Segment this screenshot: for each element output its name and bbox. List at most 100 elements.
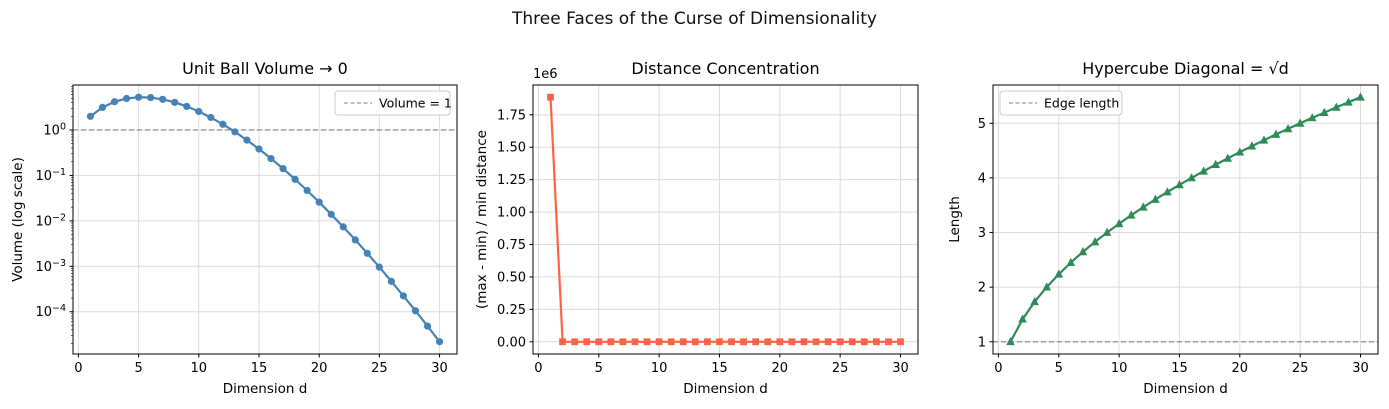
subplot-hypercube-diagonal: 0 5 10 15 20 25 30 1 2 3 4 5 Hypercube Diagonal = √d…	[947, 59, 1379, 397]
series-line	[1009, 96, 1362, 343]
y-tick-label: 10−1	[35, 167, 66, 184]
triangle-marker	[1235, 147, 1245, 156]
y-tick-label: 1.25	[497, 173, 526, 188]
x-tick-label: 15	[711, 361, 728, 376]
triangle-marker	[1078, 247, 1088, 256]
y-tick-label: 2	[978, 281, 986, 296]
square-marker	[728, 338, 735, 346]
x-tick-label: 30	[431, 361, 448, 376]
triangle-marker	[1126, 210, 1136, 219]
triangle-marker	[1295, 118, 1305, 127]
x-tick-label: 30	[1352, 361, 1369, 376]
x-tick-label: 25	[832, 361, 849, 376]
circle-marker	[122, 94, 131, 103]
square-marker	[547, 93, 554, 101]
x-tick-label: 5	[595, 361, 603, 376]
y-tick-label: 1.75	[497, 108, 526, 123]
circle-marker	[171, 98, 179, 106]
y-tick-label: 1.00	[497, 206, 526, 221]
triangle-marker	[1187, 173, 1196, 182]
legend-label: Edge length	[1044, 96, 1119, 111]
circle-marker	[98, 103, 107, 111]
circle-marker	[339, 223, 347, 231]
square-marker	[788, 338, 796, 346]
circle-marker	[147, 93, 155, 102]
series-line	[89, 96, 441, 343]
x-tick-label: 0	[994, 361, 1002, 376]
triangle-marker	[1344, 97, 1353, 106]
square-marker	[716, 338, 723, 346]
y-tick-label: 0.75	[497, 238, 526, 253]
square-marker	[619, 338, 627, 346]
circle-marker	[375, 263, 383, 271]
circle-marker	[399, 292, 408, 300]
triangle-marker	[1030, 296, 1039, 306]
y-axis-label: Length	[947, 196, 963, 243]
subplot-unit-ball-volume: 0 5 10 15 20 25 30 100 10−1 10−2 10−3 10−4 Unit Ball…	[10, 59, 458, 397]
triangle-marker	[1138, 202, 1148, 211]
square-marker	[824, 338, 832, 346]
x-tick-label: 15	[251, 361, 268, 376]
square-marker	[691, 338, 699, 346]
circle-marker	[110, 98, 119, 106]
x-tick-label: 25	[371, 361, 388, 376]
triangle-marker	[1163, 187, 1172, 196]
x-tick-label: 10	[1111, 361, 1128, 376]
triangle-marker	[1199, 166, 1208, 175]
circle-marker	[291, 175, 299, 183]
triangle-marker	[1175, 180, 1184, 189]
x-axis-label: Dimension d	[1143, 381, 1228, 397]
triangle-marker	[1151, 194, 1160, 203]
square-marker	[776, 338, 784, 346]
triangle-marker	[1247, 141, 1257, 150]
circle-marker	[219, 120, 227, 128]
x-tick-label: 0	[74, 361, 82, 376]
y-tick-label: 3	[978, 226, 986, 241]
circle-marker	[315, 198, 323, 206]
x-tick-label: 5	[134, 361, 142, 376]
square-marker	[667, 338, 675, 346]
y-axis-label: Volume (log scale)	[10, 157, 26, 282]
figure-title: Three Faces of the Curse of Dimensionali…	[512, 9, 877, 29]
triangle-marker	[1018, 314, 1027, 323]
circle-marker	[159, 95, 167, 103]
circle-marker	[231, 128, 239, 136]
triangle-marker	[1211, 159, 1220, 169]
triangle-marker	[1006, 336, 1015, 346]
series-line	[549, 96, 902, 343]
square-marker	[764, 338, 772, 346]
legend-box	[334, 90, 451, 116]
triangle-marker	[1332, 102, 1341, 111]
y-tick-label: 0.00	[497, 335, 526, 350]
square-marker	[595, 338, 603, 346]
x-tick-label: 10	[651, 361, 668, 376]
circle-marker	[411, 307, 420, 315]
triangle-marker	[1066, 257, 1076, 267]
circle-marker	[435, 338, 444, 346]
triangle-marker	[1114, 218, 1124, 228]
square-marker	[872, 338, 880, 346]
axes-frame	[532, 84, 919, 355]
y-tick-label: 1	[978, 335, 986, 350]
square-marker	[703, 338, 711, 346]
plot-title: Unit Ball Volume → 0	[182, 59, 348, 78]
triangle-marker	[1319, 107, 1329, 116]
square-marker	[655, 338, 663, 346]
x-tick-label: 0	[534, 361, 542, 376]
triangle-marker	[1307, 113, 1317, 122]
x-tick-label: 25	[1292, 361, 1309, 376]
square-marker	[679, 338, 687, 346]
circle-marker	[327, 210, 335, 218]
legend-label: Volume = 1	[379, 96, 452, 111]
y-tick-label: 10−3	[35, 258, 66, 275]
axes-frame	[992, 84, 1379, 355]
square-marker	[643, 338, 651, 346]
x-axis-label: Dimension d	[223, 381, 308, 397]
square-marker	[800, 338, 808, 346]
y-axis-offset-text: 1e6	[533, 67, 558, 82]
triangle-marker	[1356, 92, 1365, 101]
x-tick-label: 15	[1171, 361, 1188, 376]
y-tick-label: 1.50	[497, 141, 526, 156]
x-tick-label: 30	[892, 361, 909, 376]
circle-marker	[267, 154, 275, 163]
